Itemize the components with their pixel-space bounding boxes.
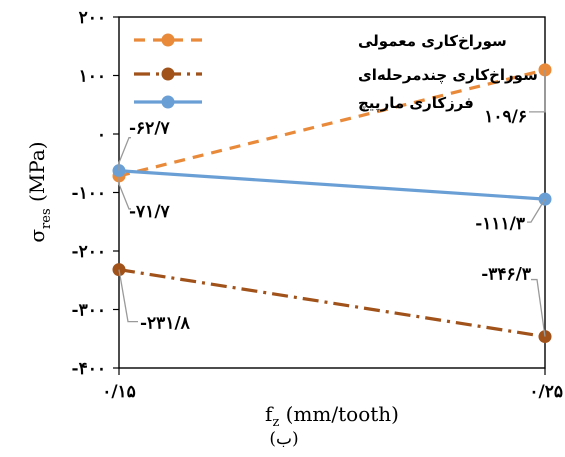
y-axis-label: σres (MPa) <box>25 141 54 242</box>
series-line <box>118 169 546 201</box>
legend: سوراخ‌کاری معمولی سوراخ‌کاری چندمرحله‌ای ف… <box>134 32 538 113</box>
x-axis-ticks: ۰/۱۵ ۰/۲۵ <box>102 368 563 402</box>
legend-entry-label: سوراخ‌کاری چندمرحله‌ای <box>358 66 538 85</box>
y-axis-label-unit: (MPa) <box>25 141 49 208</box>
x-tick-label: ۰/۱۵ <box>102 382 136 402</box>
y-axis-label-symbol: σ <box>25 229 49 243</box>
x-tick-label: ۰/۲۵ <box>529 382 563 402</box>
callout-leader <box>118 175 131 210</box>
x-axis-label-symbol: f <box>265 402 274 426</box>
y-tick-label: ۱۰۰ <box>79 67 106 87</box>
y-tick-label: -۱۰۰ <box>72 184 106 204</box>
callout-leader <box>527 198 546 223</box>
series-line <box>118 68 546 178</box>
callout-leader <box>529 69 546 113</box>
data-label: -۱۱۱/۳ <box>475 214 525 234</box>
y-tick-label: ۰ <box>97 125 106 145</box>
y-tick-label: -۲۰۰ <box>72 242 106 262</box>
callout-leader <box>531 278 546 337</box>
figure-caption: (ب) <box>269 429 298 449</box>
y-tick-label: -۴۰۰ <box>72 359 106 379</box>
legend-entry-label: فرزکاری مارپیچ <box>358 94 474 113</box>
callout-leader <box>118 137 131 171</box>
data-label: ۱۰۹/۶ <box>484 107 527 127</box>
data-label: -۲۳۱/۸ <box>140 314 191 334</box>
data-label: -۳۴۶/۳ <box>481 265 531 285</box>
y-tick-label: ۲۰۰ <box>79 8 106 28</box>
series-layer <box>112 63 552 344</box>
x-axis-label-unit: (mm/tooth) <box>279 402 399 426</box>
legend-swatch-marker <box>161 95 175 109</box>
series-line <box>118 268 546 339</box>
legend-swatch-marker <box>161 67 175 81</box>
y-axis-label-sub: res <box>39 208 54 229</box>
y-tick-label: -۳۰۰ <box>72 301 106 321</box>
x-axis-label: fz (mm/tooth) <box>265 402 399 430</box>
legend-swatch-marker <box>161 33 175 47</box>
data-label: -۶۲/۷ <box>129 119 171 139</box>
y-axis-ticks: ۲۰۰ ۱۰۰ ۰ -۱۰۰ -۲۰۰ -۳۰۰ -۴۰۰ <box>72 8 119 379</box>
legend-entry-label: سوراخ‌کاری معمولی <box>358 32 507 50</box>
data-label-callouts: -۶۲/۷ -۷۱/۷ ۱۰۹/۶ -۱۱۱/۳ -۲۳۱/۸ -۳۴۶/۳ <box>118 69 546 337</box>
x-axis-label-sub: z <box>272 415 279 430</box>
callout-leader <box>118 269 138 323</box>
data-label: -۷۱/۷ <box>129 202 171 222</box>
